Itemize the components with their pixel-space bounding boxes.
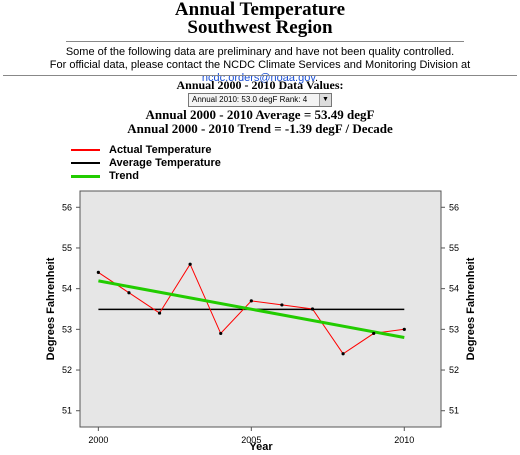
y-tick-label-left: 56 <box>62 202 72 212</box>
notice-line-2-suffix: . <box>315 72 319 84</box>
x-tick-label: 2000 <box>88 435 108 445</box>
notice-divider <box>3 75 517 76</box>
data-point <box>249 299 253 303</box>
y-tick-label-left: 52 <box>62 365 72 375</box>
selector-label: Annual 2000 - 2010 Data Values: <box>176 78 344 92</box>
page-title: Annual Temperature <box>174 0 346 20</box>
legend-swatch-trend <box>71 175 100 178</box>
trend-summary: Annual 2000 - 2010 Trend = -1.39 degF / … <box>127 121 393 136</box>
y-axis-label-right: Degrees Fahrenheit <box>465 257 477 360</box>
data-point <box>280 303 284 307</box>
y-tick-label-right: 53 <box>449 324 459 334</box>
legend-label-average: Average Temperature <box>109 157 221 169</box>
legend-label-actual: Actual Temperature <box>109 144 212 156</box>
x-axis-label: Year <box>249 441 273 453</box>
y-tick-label-right: 56 <box>449 202 459 212</box>
temperature-chart: 51 51 52 52 53 53 54 54 55 55 56 56 2000 2005 2010 De… <box>45 190 477 453</box>
data-point <box>188 262 192 266</box>
top-divider <box>66 41 464 42</box>
data-point <box>96 270 100 274</box>
notice-line-2-prefix: For official data, please contact the NC… <box>49 59 471 71</box>
y-tick-label-right: 51 <box>449 406 459 416</box>
notice-line-1: Some of the following data are prelimina… <box>65 46 455 58</box>
data-point <box>341 352 345 356</box>
legend-swatch-actual <box>71 149 100 151</box>
data-point <box>310 307 315 311</box>
legend-swatch-average <box>71 162 100 164</box>
y-tick-label-right: 52 <box>449 365 459 375</box>
y-tick-label-left: 51 <box>62 406 72 416</box>
data-values-select[interactable]: Annual 2010: 53.0 degF Rank: 4 ▼ <box>188 93 332 107</box>
series-line-trend <box>98 279 405 339</box>
legend-label-trend: Trend <box>109 170 139 182</box>
x-tick-label: 2010 <box>394 435 414 445</box>
average-summary: Annual 2000 - 2010 Average = 53.49 degF <box>145 107 375 122</box>
y-tick-label-right: 54 <box>449 284 459 294</box>
data-point <box>402 327 406 331</box>
y-tick-label-left: 53 <box>62 324 72 334</box>
chevron-down-icon[interactable]: ▼ <box>319 94 331 106</box>
data-point <box>127 291 131 295</box>
y-tick-label-right: 55 <box>449 243 459 253</box>
data-point <box>219 331 223 336</box>
y-tick-label-left: 54 <box>62 284 72 294</box>
y-axis-label-left: Degrees Fahrenheit <box>45 257 57 360</box>
data-point <box>157 311 162 315</box>
select-value: Annual 2010: 53.0 degF Rank: 4 <box>192 95 308 104</box>
page-subtitle: Southwest Region <box>187 17 333 38</box>
x-tick-label: 2005 <box>241 435 261 445</box>
y-tick-label-left: 55 <box>62 243 72 253</box>
data-point <box>372 331 376 336</box>
